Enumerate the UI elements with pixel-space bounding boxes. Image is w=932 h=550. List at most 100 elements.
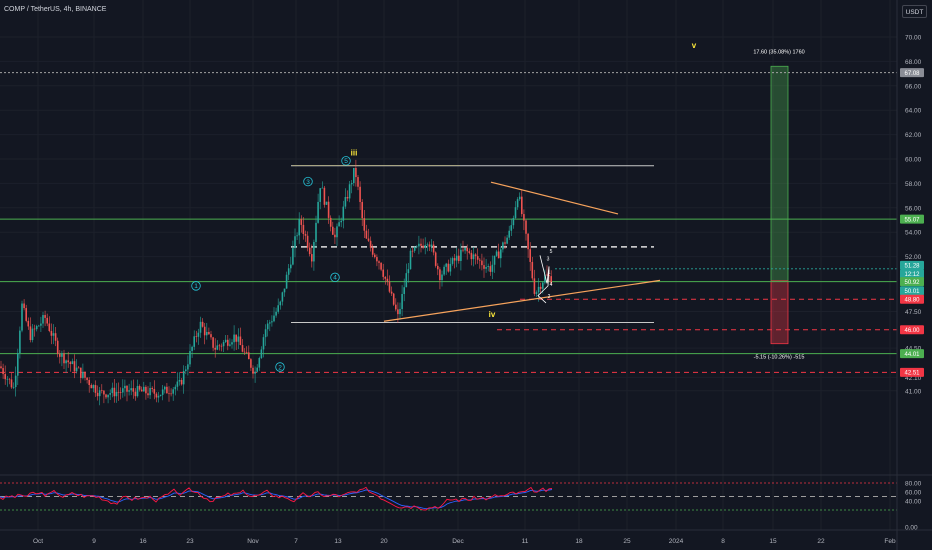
candle-body bbox=[371, 247, 374, 255]
candle-body bbox=[46, 317, 48, 324]
price-tag[interactable] bbox=[900, 367, 924, 377]
candle-body bbox=[237, 336, 240, 342]
wave-circle bbox=[303, 176, 313, 187]
candle-body bbox=[390, 291, 393, 294]
candle-body bbox=[239, 336, 242, 346]
price-axis[interactable]: 70.00 68.00 66.00 64.00 62.00 60.00 58.00 56.00… bbox=[896, 0, 924, 550]
candle-body bbox=[399, 309, 401, 315]
candle-body bbox=[401, 293, 403, 310]
candle-body bbox=[203, 326, 206, 336]
time-label: 8 bbox=[721, 538, 725, 545]
candle-body bbox=[124, 385, 126, 389]
wave-circle bbox=[275, 362, 285, 372]
candle-body bbox=[497, 251, 500, 259]
price-tag[interactable] bbox=[900, 260, 924, 270]
time-label: Nov bbox=[247, 538, 259, 545]
candle-body bbox=[470, 252, 473, 260]
price-tick: 64.00 bbox=[905, 108, 922, 115]
candle-body bbox=[212, 337, 214, 348]
price-tag[interactable] bbox=[900, 68, 924, 78]
candle-body bbox=[359, 186, 361, 202]
candle-body bbox=[86, 377, 88, 380]
candle-body bbox=[453, 258, 456, 261]
candle-body bbox=[168, 393, 170, 395]
long-position-tool[interactable]: 17.60 (35.08%) 1760 -5.15 (-10.26%) -515 bbox=[753, 49, 804, 360]
candle-body bbox=[411, 250, 414, 252]
candle-body bbox=[8, 378, 11, 380]
candle-body bbox=[365, 230, 368, 239]
candle-body bbox=[550, 276, 552, 284]
price-tag-label: 51.28 bbox=[904, 264, 920, 270]
candle-body bbox=[201, 321, 204, 327]
candle-body bbox=[279, 301, 282, 306]
position-target-zone[interactable] bbox=[770, 65, 789, 282]
candle-body bbox=[128, 390, 130, 392]
candle-body bbox=[397, 309, 399, 315]
candle-body bbox=[493, 255, 496, 265]
price-tag[interactable] bbox=[900, 214, 924, 224]
candle-body bbox=[334, 234, 336, 238]
candle-body bbox=[271, 321, 273, 323]
rsi-tick: 80.00 bbox=[905, 481, 922, 488]
candle-body bbox=[222, 342, 225, 347]
candle-body bbox=[23, 303, 25, 309]
ascending-trendline[interactable] bbox=[383, 279, 661, 322]
candle-body bbox=[445, 263, 447, 267]
time-axis[interactable]: Oct 9 16 23 Nov 7 13 20 Dec 11 18 25 2024 8 15 22 Feb bbox=[0, 529, 932, 545]
candle-body bbox=[19, 330, 21, 354]
candle-body bbox=[285, 274, 288, 289]
candle-body bbox=[50, 330, 53, 336]
candle-body bbox=[508, 230, 510, 238]
candle-body bbox=[107, 394, 109, 398]
price-tag[interactable] bbox=[900, 325, 924, 335]
subwave-label: 3 bbox=[547, 256, 550, 262]
candle-body bbox=[147, 393, 149, 396]
currency-button[interactable]: USDT bbox=[902, 5, 927, 18]
price-tag[interactable] bbox=[900, 277, 924, 287]
candle-body bbox=[153, 388, 156, 394]
candle-body bbox=[413, 247, 416, 251]
candle-body bbox=[33, 328, 36, 330]
price-tag-label: 44.01 bbox=[904, 352, 920, 358]
wave-circle bbox=[341, 156, 351, 166]
candle-body bbox=[287, 268, 290, 275]
rsi-tick: 60.00 bbox=[905, 490, 922, 497]
price-tick: 47.50 bbox=[905, 309, 922, 316]
price-tag[interactable] bbox=[900, 294, 924, 304]
candle-body bbox=[376, 257, 378, 262]
candle-body bbox=[308, 247, 311, 255]
time-label: 9 bbox=[92, 538, 96, 545]
price-tick: 52.00 bbox=[905, 254, 922, 261]
price-tag-label: 12:12 bbox=[904, 272, 920, 278]
price-tag[interactable] bbox=[900, 269, 924, 279]
price-tag[interactable] bbox=[900, 349, 924, 359]
candle-body bbox=[54, 333, 57, 341]
wave-label: 2 bbox=[278, 364, 282, 371]
price-tag[interactable] bbox=[900, 286, 924, 296]
candle-body bbox=[514, 207, 517, 219]
candle-body bbox=[395, 304, 397, 310]
candle-body bbox=[346, 196, 349, 199]
candle-body bbox=[504, 242, 506, 244]
candle-body bbox=[80, 367, 82, 378]
candle-body bbox=[544, 274, 546, 283]
time-label: Dec bbox=[452, 538, 464, 545]
candle-body bbox=[525, 220, 527, 234]
candle-body bbox=[35, 326, 38, 330]
candle-body bbox=[292, 248, 294, 265]
position-stop-zone[interactable] bbox=[770, 280, 789, 345]
descending-trendline[interactable] bbox=[490, 181, 619, 215]
subwave-path[interactable] bbox=[537, 255, 550, 304]
horizontal-levels[interactable] bbox=[0, 72, 897, 373]
candle-body bbox=[216, 345, 219, 350]
candle-body bbox=[248, 352, 250, 360]
candle-body bbox=[2, 368, 4, 375]
subwave-label: 1 bbox=[548, 270, 551, 276]
candle-body bbox=[302, 224, 305, 234]
candle-body bbox=[363, 218, 366, 231]
candle-body bbox=[462, 249, 464, 251]
candle-body bbox=[485, 267, 487, 269]
candle-body bbox=[157, 395, 160, 398]
